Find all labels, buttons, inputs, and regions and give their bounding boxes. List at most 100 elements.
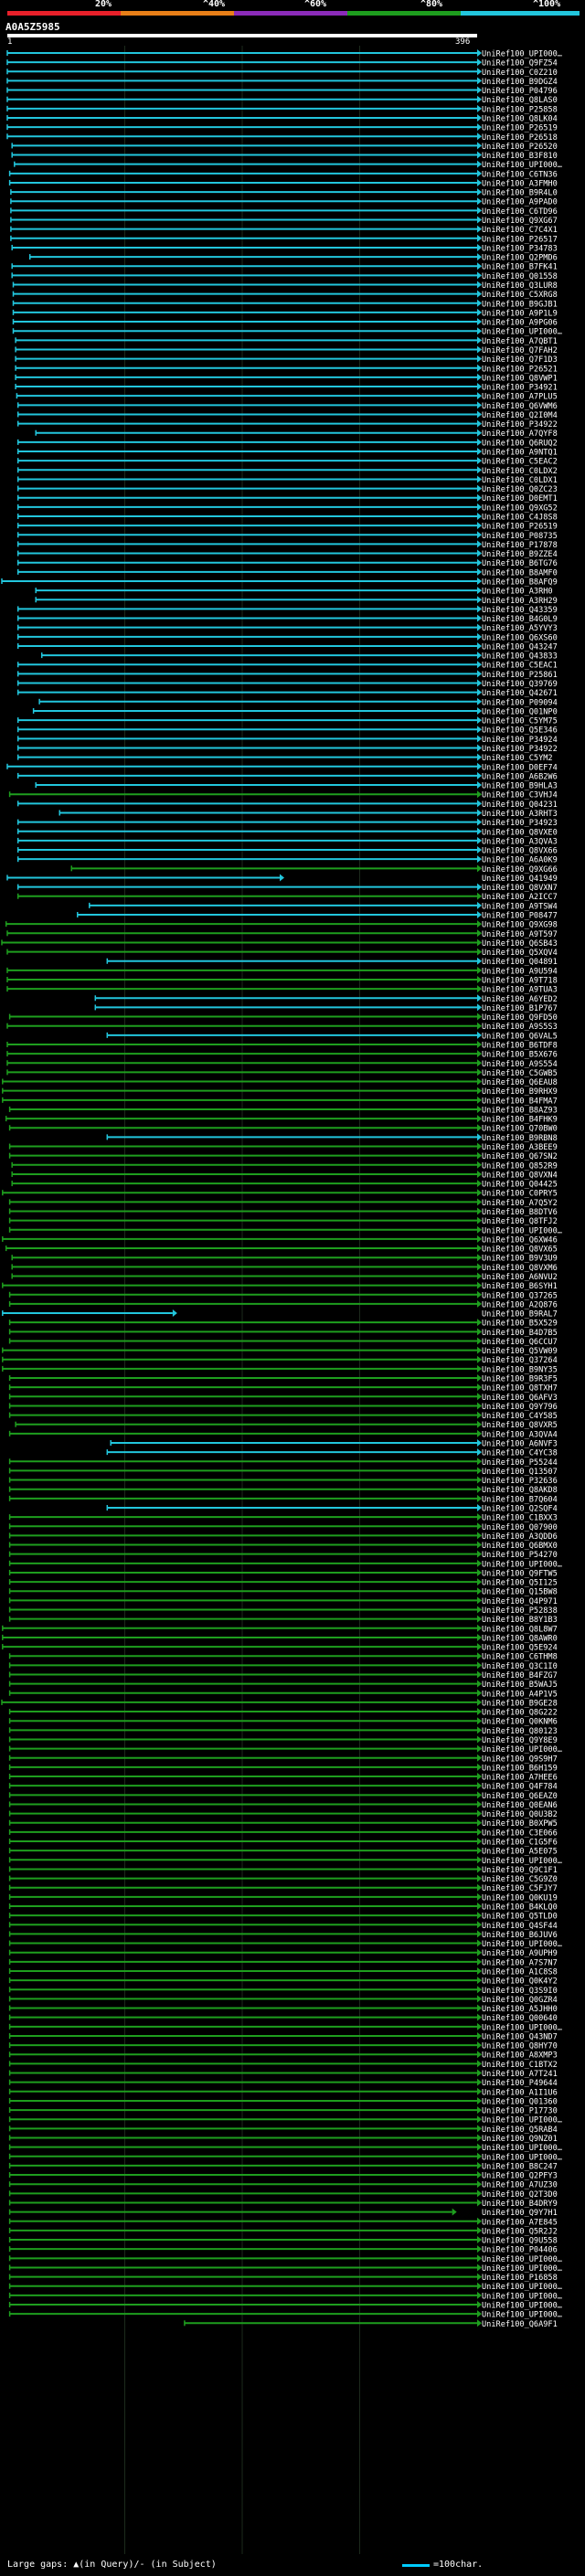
hit-label[interactable]: UniRef100_Q9Y7H1 [482, 2209, 558, 2218]
hit-row[interactable]: UniRef100_Q9XG66 [70, 864, 558, 875]
hit-row[interactable]: UniRef100_B6H159 [8, 1763, 558, 1774]
hit-label[interactable]: UniRef100_A7QBT1 [482, 337, 558, 346]
hit-label[interactable]: UniRef100_Q0K4Y2 [482, 1977, 558, 1987]
hit-label[interactable]: UniRef100_UPI000… [482, 2292, 562, 2301]
hit-label[interactable]: UniRef100_Q4F784 [482, 1783, 558, 1792]
hit-label[interactable]: UniRef100_C5EAC1 [482, 662, 558, 671]
hit-row[interactable]: UniRef100_C6TN36 [8, 169, 558, 180]
hit-label[interactable]: UniRef100_A3RH0 [482, 588, 553, 597]
hit-row[interactable]: UniRef100_Q43247 [16, 641, 558, 652]
hit-row[interactable]: UniRef100_A7E845 [8, 2217, 558, 2228]
hit-row[interactable]: UniRef100_Q5XQV4 [6, 948, 558, 959]
hit-label[interactable]: UniRef100_B8AFQ9 [482, 578, 558, 587]
hit-label[interactable]: UniRef100_P16858 [482, 2274, 558, 2283]
hit-row[interactable]: UniRef100_A3QVA4 [8, 1429, 558, 1440]
hit-row[interactable]: UniRef100_Q5TLD0 [8, 1912, 558, 1922]
hit-label[interactable]: UniRef100_B8AZ93 [482, 1106, 558, 1115]
hit-row[interactable]: UniRef100_Q9FTW5 [8, 1568, 558, 1579]
hit-label[interactable]: UniRef100_Q3C1I0 [482, 1662, 558, 1671]
hit-row[interactable]: UniRef100_C5EAC1 [16, 661, 558, 671]
hit-label[interactable]: UniRef100_A3QVA4 [482, 1430, 558, 1439]
hit-row[interactable]: UniRef100_A6NVF3 [110, 1439, 558, 1449]
hit-label[interactable]: UniRef100_Q5I125 [482, 1579, 558, 1588]
hit-label[interactable]: UniRef100_A3QVA3 [482, 837, 558, 846]
hit-row[interactable]: UniRef100_P26519 [16, 522, 558, 532]
hit-label[interactable]: UniRef100_C4Y585 [482, 1412, 558, 1421]
hit-row[interactable]: UniRef100_Q8VXN4 [11, 1170, 558, 1181]
hit-row[interactable]: UniRef100_Q3LUR8 [12, 281, 558, 292]
hit-label[interactable]: UniRef100_B9NY35 [482, 1365, 558, 1374]
hit-label[interactable]: UniRef100_Q8VWP1 [482, 374, 558, 383]
hit-row[interactable]: UniRef100_A1I1U6 [8, 2087, 558, 2098]
hit-row[interactable]: UniRef100_A7T241 [8, 2069, 558, 2080]
hit-row[interactable]: UniRef100_UPI000… [8, 1939, 562, 1950]
hit-label[interactable]: UniRef100_A9S554 [482, 1060, 558, 1069]
hit-row[interactable]: UniRef100_Q9XG67 [10, 216, 558, 227]
hit-row[interactable]: UniRef100_P09094 [38, 697, 558, 708]
hit-label[interactable]: UniRef100_C7C4X1 [482, 226, 558, 235]
hit-row[interactable]: UniRef100_B4G0L9 [16, 614, 558, 625]
hit-label[interactable]: UniRef100_C5EAC2 [482, 458, 558, 467]
hit-label[interactable]: UniRef100_UPI000… [482, 1226, 562, 1235]
hit-row[interactable]: UniRef100_Q9Y7H1 [8, 2208, 558, 2219]
hit-label[interactable]: UniRef100_C6THM8 [482, 1653, 558, 1662]
hit-row[interactable]: UniRef100_Q5I125 [8, 1578, 558, 1588]
hit-row[interactable]: UniRef100_C5EAC2 [16, 457, 558, 467]
hit-label[interactable]: UniRef100_UPI000… [482, 2144, 562, 2153]
hit-label[interactable]: UniRef100_A6NVU2 [482, 1273, 558, 1282]
hit-row[interactable]: UniRef100_UPI000… [8, 2022, 562, 2033]
hit-label[interactable]: UniRef100_B5X676 [482, 1051, 558, 1060]
hit-label[interactable]: UniRef100_Q8TFJ2 [482, 1217, 558, 1226]
hit-label[interactable]: UniRef100_A9T597 [482, 930, 558, 939]
hit-row[interactable]: UniRef100_Q04231 [16, 800, 558, 810]
hit-row[interactable]: UniRef100_D0EF74 [6, 762, 558, 773]
hit-row[interactable]: UniRef100_A2ICC7 [16, 892, 558, 903]
hit-label[interactable]: UniRef100_Q9U558 [482, 2237, 558, 2246]
hit-label[interactable]: UniRef100_A9UPH9 [482, 1949, 558, 1958]
hit-row[interactable]: UniRef100_Q6EAZ0 [8, 1791, 558, 1801]
hit-row[interactable]: UniRef100_Q15BW8 [8, 1587, 558, 1597]
hit-row[interactable]: UniRef100_B9V3U9 [11, 1254, 558, 1264]
hit-row[interactable]: UniRef100_Q9NZ01 [8, 2134, 558, 2145]
hit-row[interactable]: UniRef100_B6TDF8 [6, 1040, 558, 1051]
hit-row[interactable]: UniRef100_Q0ZC23 [16, 484, 558, 495]
hit-row[interactable]: UniRef100_Q00640 [8, 2013, 558, 2024]
hit-label[interactable]: UniRef100_B9RBN8 [482, 1134, 558, 1143]
hit-label[interactable]: UniRef100_P08735 [482, 532, 558, 541]
hit-label[interactable]: UniRef100_P26520 [482, 143, 558, 152]
hit-row[interactable]: UniRef100_B4FMA7 [2, 1096, 558, 1107]
hit-row[interactable]: UniRef100_Q9S9H7 [8, 1754, 558, 1765]
hit-label[interactable]: UniRef100_P34921 [482, 384, 558, 393]
hit-row[interactable]: UniRef100_Q8AWR0 [2, 1633, 558, 1644]
hit-row[interactable]: UniRef100_C5XRG8 [12, 290, 558, 301]
hit-row[interactable]: UniRef100_A3RHT3 [58, 809, 558, 819]
hit-row[interactable]: UniRef100_C0Z210 [6, 68, 558, 78]
hit-row[interactable]: UniRef100_C5FJY7 [8, 1883, 558, 1894]
hit-label[interactable]: UniRef100_Q80123 [482, 1727, 558, 1736]
hit-label[interactable]: UniRef100_C5YM2 [482, 754, 553, 763]
hit-row[interactable]: UniRef100_A3FMH0 [8, 178, 558, 189]
hit-label[interactable]: UniRef100_UPI000… [482, 328, 562, 337]
hit-row[interactable]: UniRef100_A7Q5Y2 [8, 1198, 558, 1208]
hit-label[interactable]: UniRef100_Q01NP0 [482, 707, 558, 716]
hit-label[interactable]: UniRef100_Q9NZ01 [482, 2135, 558, 2144]
hit-label[interactable]: UniRef100_Q0U3B2 [482, 1810, 558, 1819]
hit-row[interactable]: UniRef100_Q37264 [2, 1355, 558, 1366]
hit-label[interactable]: UniRef100_Q37265 [482, 1291, 558, 1300]
hit-label[interactable]: UniRef100_Q8AWR0 [482, 1634, 558, 1643]
hit-label[interactable]: UniRef100_Q3LUR8 [482, 281, 558, 291]
hit-label[interactable]: UniRef100_Q9XG66 [482, 865, 558, 875]
hit-row[interactable]: UniRef100_UPI000… [8, 1225, 562, 1236]
hit-label[interactable]: UniRef100_Q6BMX0 [482, 1542, 558, 1551]
hit-row[interactable]: UniRef100_C4J8S8 [16, 513, 558, 523]
hit-label[interactable]: UniRef100_P55244 [482, 1458, 558, 1468]
hit-label[interactable]: UniRef100_P34783 [482, 244, 558, 253]
hit-label[interactable]: UniRef100_Q15BW8 [482, 1588, 558, 1597]
hit-row[interactable]: UniRef100_A3QVA3 [16, 836, 558, 847]
hit-label[interactable]: UniRef100_A8XMP3 [482, 2051, 558, 2061]
hit-label[interactable]: UniRef100_B5X529 [482, 1320, 558, 1329]
hit-label[interactable]: UniRef100_Q9S9H7 [482, 1754, 558, 1764]
hit-row[interactable]: UniRef100_A7HEE6 [8, 1773, 558, 1783]
hit-label[interactable]: UniRef100_C5GWB5 [482, 1069, 558, 1078]
hit-row[interactable]: UniRef100_Q43ND7 [8, 2031, 558, 2042]
